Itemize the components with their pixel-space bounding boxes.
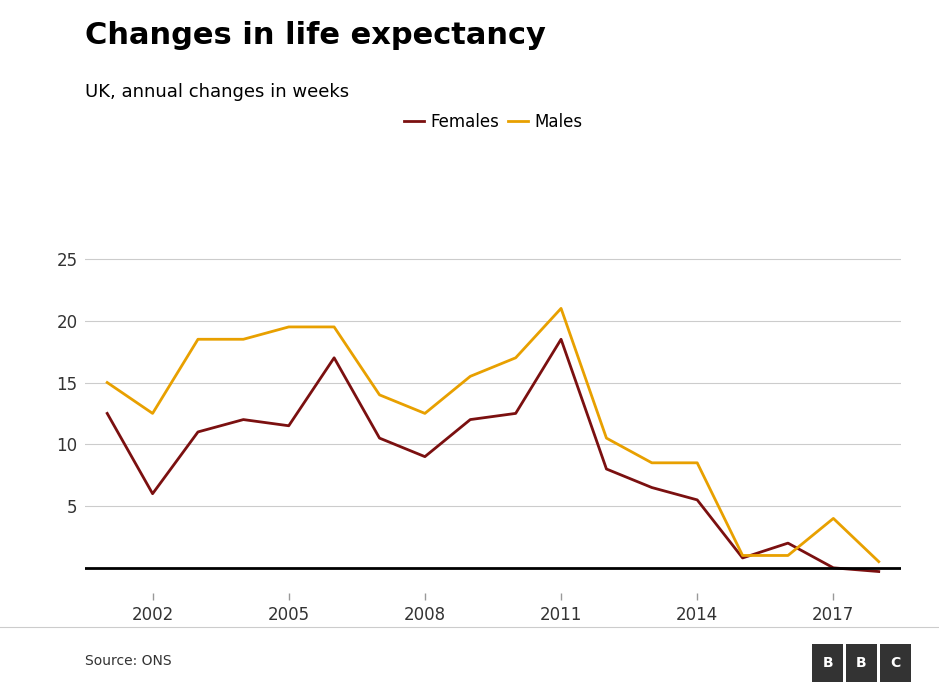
Text: B: B	[856, 656, 867, 670]
Text: Changes in life expectancy: Changes in life expectancy	[85, 21, 546, 50]
Legend: Females, Males: Females, Males	[397, 106, 589, 138]
Text: B: B	[823, 656, 833, 670]
Text: C: C	[890, 656, 901, 670]
Text: UK, annual changes in weeks: UK, annual changes in weeks	[85, 83, 348, 101]
Text: Source: ONS: Source: ONS	[85, 655, 171, 668]
